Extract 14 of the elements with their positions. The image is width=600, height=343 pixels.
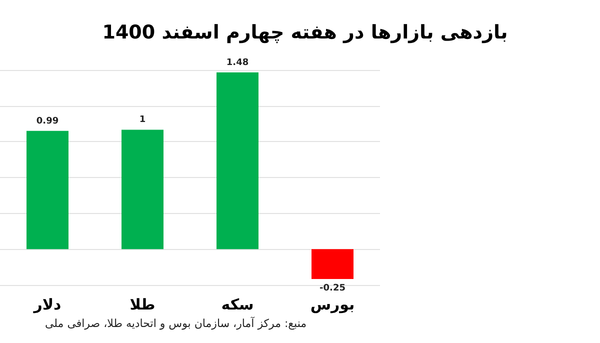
x-tick-label: بورس xyxy=(310,296,355,314)
x-tick-label: طلا xyxy=(130,296,156,314)
bar xyxy=(216,72,258,250)
data-label: 0.99 xyxy=(36,116,59,126)
data-label: 1 xyxy=(139,115,146,126)
data-label: 1.48 xyxy=(226,58,249,68)
x-tick-label: دلار xyxy=(32,296,62,314)
x-tick-label: سکه xyxy=(221,296,254,314)
data-label: -0.25 xyxy=(320,284,346,294)
bar xyxy=(312,249,354,280)
bar xyxy=(122,130,164,250)
text: منبع: مرکز آمار، سازمان بوس و اتحادیه طلا، صرافی ملی xyxy=(45,316,307,330)
bar xyxy=(26,130,68,250)
chart-title: بازدهی بازارها در هفته چهارم اسفند 1400 xyxy=(102,22,508,44)
